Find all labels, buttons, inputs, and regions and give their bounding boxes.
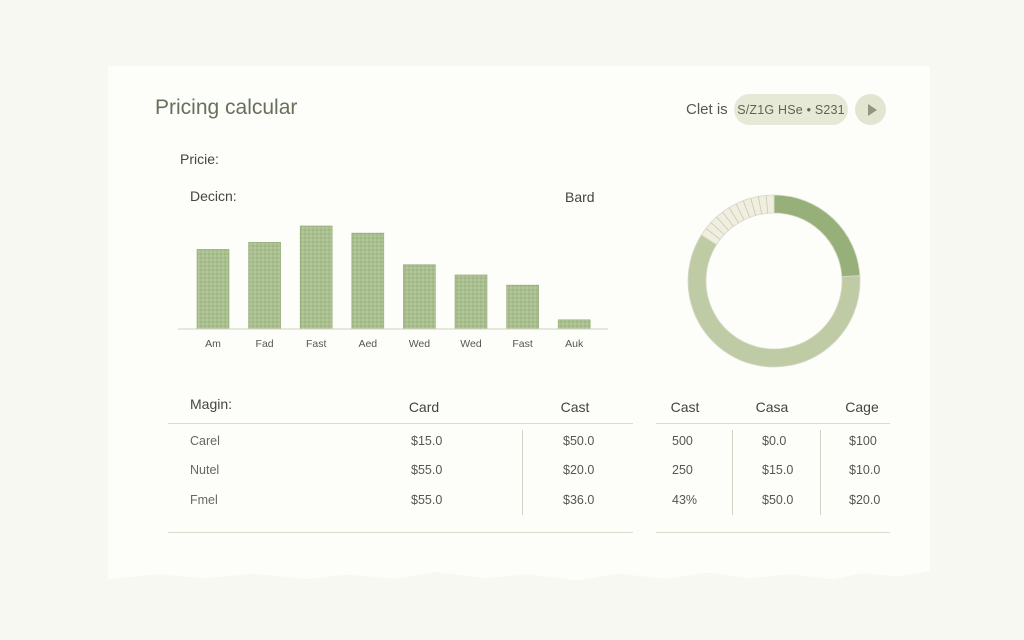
table-header-divider-left [168,423,633,424]
bar-7 [557,319,591,330]
donut-hatch-line [728,207,739,224]
row-label: Carel [190,434,220,448]
table-cell: $55.0 [411,463,443,477]
table-cell: $0.0 [762,434,787,448]
chart-left-label: Decicn: [190,188,237,204]
table-cell: $100 [849,434,877,448]
table-cell: $50.0 [563,434,595,448]
donut-hatch-line [716,216,729,231]
donut-hatch-line [742,200,751,218]
table-cell: $20.0 [563,463,595,477]
account-pill[interactable]: S/Z1G HSe • S231 [734,94,848,125]
donut-hatch-line [765,195,769,214]
table-cell: $15.0 [762,463,794,477]
user-label: Clet is [686,101,728,118]
bar-6 [506,284,539,330]
play-icon[interactable] [855,94,886,125]
donut-segment-light [687,234,861,368]
bar-4 [403,264,436,330]
bar-0 [196,249,230,330]
column-divider [522,430,523,515]
x-tick-label: Fast [306,338,327,350]
column-header: Cast [670,399,700,415]
account-pill-text: S/Z1G HSe • S231 [737,102,845,117]
bar-2 [299,225,333,330]
bar-1 [248,241,281,330]
bar-5 [454,274,488,330]
donut-hatch-line [710,222,725,236]
table-cell: $50.0 [762,493,794,507]
x-tick-label: Aed [358,338,377,350]
table-cell: 43% [672,493,698,507]
bar-chart: Am Fad Fast Aed Wed Wed Fast Auk [178,225,608,350]
column-header: Card [408,399,440,415]
row-label: Nutel [190,463,220,477]
donut-hatch-line [750,198,756,216]
table-bottom-divider-left [168,532,633,533]
table-cell: $55.0 [411,493,443,507]
table-cell: $10.0 [849,463,881,477]
column-header: Casa [755,399,789,415]
table-label: Magin: [190,396,233,412]
page-title: Pricing calcular [155,96,298,119]
row-label: Fmel [190,493,218,507]
chart-right-label: Bard [565,189,595,205]
x-tick-label: Fad [256,338,274,350]
donut-segment-dark [773,194,861,278]
table-header-divider-right [656,423,890,424]
x-tick-label: Fast [512,338,533,350]
column-header: Cast [560,399,590,415]
donut-hatch-line [757,196,763,215]
donut-hatch-line [705,228,721,240]
table-bottom-divider-right [656,532,890,533]
table-cell: 250 [672,463,693,477]
column-divider [732,430,733,515]
section-label: Pricie: [180,151,219,167]
column-header: Cage [845,399,879,415]
table-cell: $20.0 [849,493,881,507]
donut-segment-pale [700,194,775,246]
donut-hatch-line [722,211,734,227]
table-cell: 500 [672,434,693,448]
x-tick-label: Wed [460,338,482,350]
x-tick-label: Auk [565,338,584,350]
donut-hatch-line [735,203,745,221]
x-tick-label: Am [205,338,221,350]
x-tick-label: Wed [409,338,431,350]
bar-3 [351,232,385,330]
table-cell: $36.0 [563,493,595,507]
donut-chart [687,194,861,368]
table-cell: $15.0 [411,434,443,448]
column-divider [820,430,821,515]
